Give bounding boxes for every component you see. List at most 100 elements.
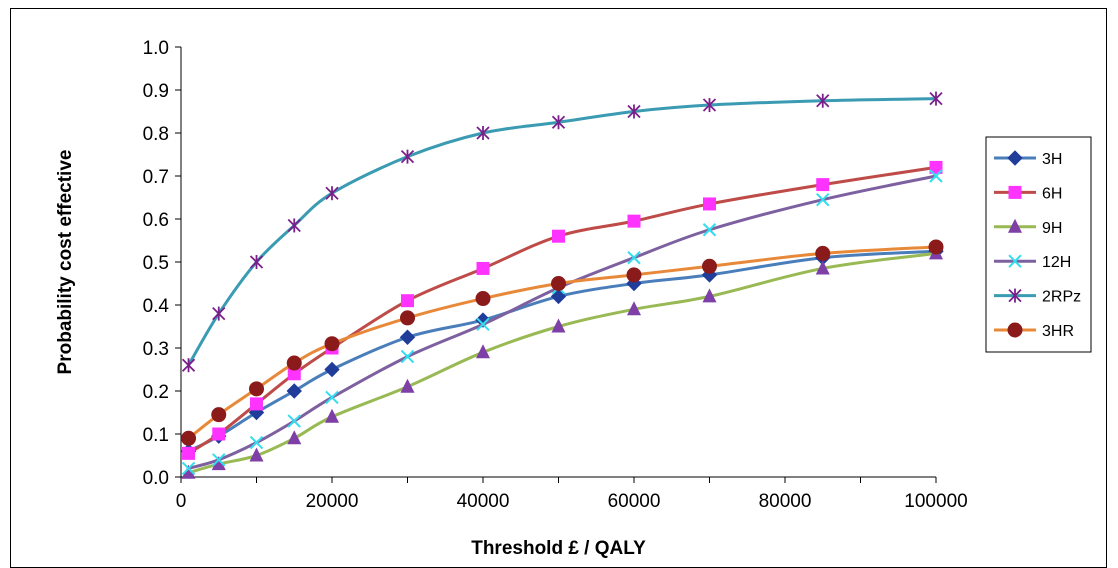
data-point-3hr bbox=[400, 310, 415, 326]
legend-item-6h: 6H bbox=[994, 185, 1062, 202]
marker-stroke bbox=[929, 169, 943, 183]
data-point-9h bbox=[325, 408, 339, 423]
data-point-6h bbox=[627, 214, 641, 228]
series-line-6h bbox=[187, 165, 937, 455]
data-point-9h bbox=[702, 288, 717, 303]
y-tick-label: 0.8 bbox=[143, 124, 169, 145]
marker-stroke bbox=[181, 461, 196, 476]
data-point-12h bbox=[249, 435, 264, 450]
legend-label: 9H bbox=[1042, 220, 1062, 237]
axes: 0.0 0.1 0.2 0.3 0.4 0.5 0.6 0.7 0.8 0.9 1.0 0 20000 4… bbox=[143, 38, 968, 512]
legend-box bbox=[985, 136, 1092, 353]
marker-stroke bbox=[702, 223, 717, 237]
data-point-12h bbox=[476, 317, 490, 332]
x-axis-title: Threshold £ / QALY bbox=[471, 538, 646, 559]
x-tick-label: 20000 bbox=[306, 491, 359, 512]
data-point-6h bbox=[703, 197, 716, 211]
data-point-3hr bbox=[286, 355, 302, 371]
marker-stroke bbox=[627, 250, 641, 265]
data-point-3hr bbox=[551, 276, 566, 291]
legend-marker bbox=[1008, 254, 1022, 268]
data-point-2rpz bbox=[249, 255, 264, 269]
legend-label: 12H bbox=[1042, 254, 1071, 271]
x-tick-label: 100000 bbox=[904, 491, 967, 512]
y-tick-label: 1.0 bbox=[143, 38, 169, 59]
series-12h bbox=[181, 169, 943, 476]
y-tick-label: 0.2 bbox=[143, 382, 169, 403]
data-point-3h bbox=[324, 361, 340, 378]
data-point-6h bbox=[929, 160, 943, 174]
y-tick-label: 0.7 bbox=[143, 167, 169, 188]
data-point-2rpz bbox=[181, 358, 196, 373]
data-point-2rpz bbox=[551, 115, 566, 130]
legend-item-9h: 9H bbox=[994, 218, 1062, 237]
data-point-6h bbox=[816, 178, 830, 192]
data-point-3hr bbox=[815, 245, 831, 261]
data-point-2rpz bbox=[476, 126, 490, 140]
y-tick-label: 0.0 bbox=[143, 468, 169, 489]
x-tick-label: 60000 bbox=[608, 491, 661, 512]
marker-stroke bbox=[400, 349, 415, 364]
data-point-3hr bbox=[626, 267, 642, 283]
data-point-3hr bbox=[181, 430, 197, 446]
data-point-2rpz bbox=[287, 218, 301, 233]
data-point-3h bbox=[550, 288, 567, 305]
data-point-12h bbox=[702, 223, 717, 237]
data-point-3hr bbox=[475, 291, 491, 307]
data-point-9h bbox=[476, 344, 490, 359]
data-point-12h bbox=[287, 414, 301, 428]
data-point-3hr bbox=[702, 258, 717, 274]
legend-item-3hr: 3HR bbox=[994, 322, 1074, 340]
y-tick-label: 0.4 bbox=[143, 296, 170, 317]
y-tick-label: 0.6 bbox=[143, 210, 169, 231]
data-point-3hr bbox=[324, 336, 340, 352]
data-point-3hr bbox=[211, 407, 227, 423]
data-point-2rpz bbox=[400, 149, 415, 164]
data-point-9h bbox=[181, 464, 196, 479]
series-9h bbox=[181, 245, 943, 479]
legend-marker bbox=[1008, 288, 1022, 303]
data-point-9h bbox=[627, 301, 641, 316]
data-point-9h bbox=[249, 447, 264, 462]
legend-item-12h: 12H bbox=[994, 254, 1071, 271]
x-tick-label: 0 bbox=[176, 491, 187, 512]
legend-label: 6H bbox=[1042, 185, 1062, 202]
y-tick-label: 0.9 bbox=[143, 81, 169, 102]
marker-stroke bbox=[1008, 254, 1022, 268]
data-point-12h bbox=[400, 349, 415, 364]
marker-stroke bbox=[325, 390, 339, 405]
legend-label: 3H bbox=[1042, 151, 1062, 168]
data-point-9h bbox=[400, 378, 415, 393]
data-point-9h bbox=[211, 456, 226, 471]
data-point-3h bbox=[286, 383, 302, 399]
marker-stroke bbox=[476, 317, 490, 332]
data-point-2rpz bbox=[816, 93, 830, 108]
legend-label: 3HR bbox=[1042, 323, 1074, 340]
legend-marker bbox=[1007, 322, 1023, 338]
legend-item-2rpz: 2RPz bbox=[994, 288, 1081, 306]
marker-stroke bbox=[287, 414, 301, 428]
data-point-9h bbox=[287, 430, 302, 445]
data-point-6h bbox=[476, 261, 490, 275]
marker-stroke bbox=[212, 453, 226, 467]
data-point-9h bbox=[815, 260, 830, 275]
data-point-6h bbox=[401, 294, 414, 308]
data-point-3hr bbox=[249, 381, 264, 397]
data-point-6h bbox=[287, 367, 301, 381]
data-point-6h bbox=[250, 397, 263, 411]
y-tick-label: 0.3 bbox=[143, 339, 169, 360]
data-point-2rpz bbox=[212, 306, 226, 321]
legend: 3H 6H 9H 12H 2RPz 3HR bbox=[985, 136, 1092, 353]
y-tick-label: 0.5 bbox=[143, 253, 169, 274]
data-point-12h bbox=[627, 250, 641, 265]
legend-label: 2RPz bbox=[1042, 289, 1081, 306]
data-point-6h bbox=[212, 427, 226, 441]
marker-stroke bbox=[816, 192, 830, 207]
series-layer bbox=[180, 91, 944, 479]
data-point-12h bbox=[816, 192, 830, 207]
legend-marker bbox=[1007, 150, 1023, 166]
data-point-3hr bbox=[928, 239, 944, 255]
y-tick-label: 0.1 bbox=[143, 425, 169, 446]
data-point-2rpz bbox=[929, 91, 943, 106]
data-point-2rpz bbox=[325, 186, 339, 201]
